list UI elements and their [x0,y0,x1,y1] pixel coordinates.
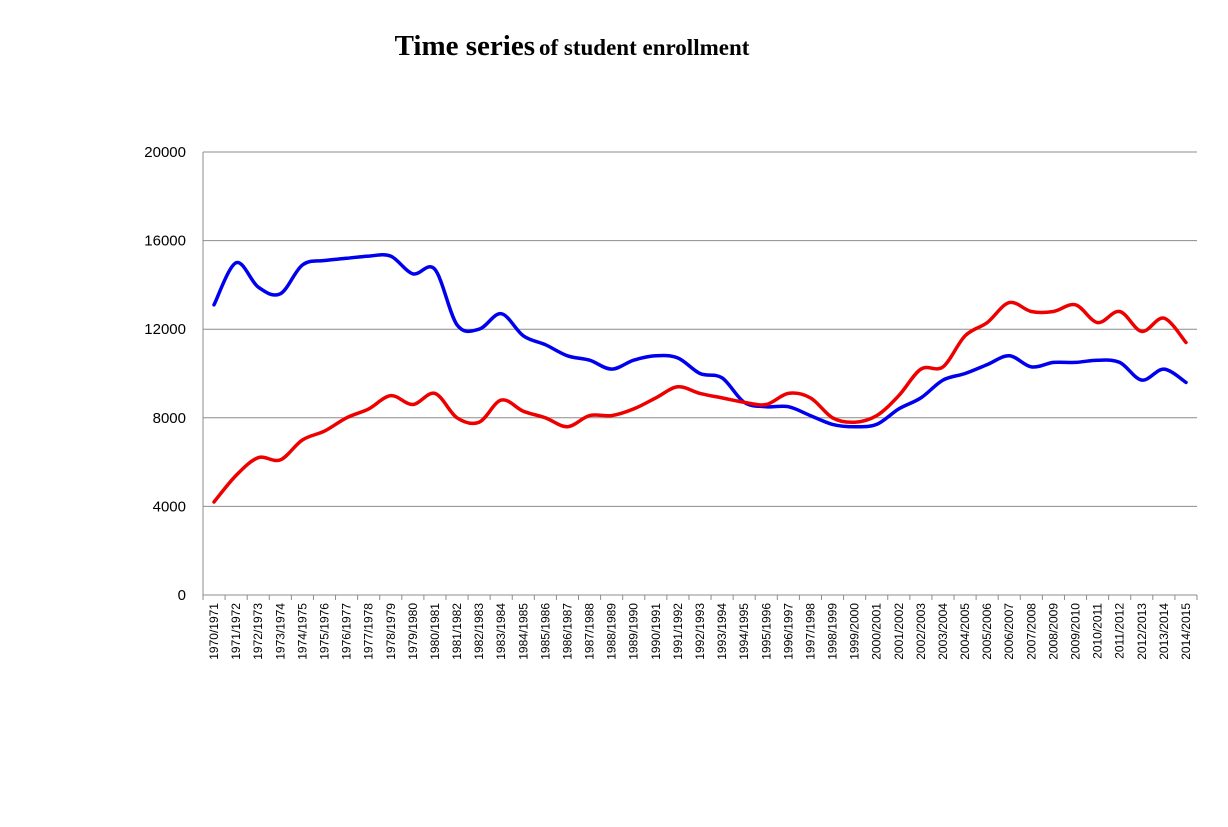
x-tick-label: 1987/1988 [583,603,597,660]
chart-title-main: Time series [394,30,535,62]
gridlines [203,151,1197,507]
chart-title: Time series of student enrollment [0,30,1144,63]
x-tick-label: 2002/2003 [914,603,928,660]
x-tick-label: 1995/1996 [759,603,773,660]
chart-title-sub: of student enrollment [539,35,750,60]
x-tick-label: 1977/1978 [362,603,376,660]
series-lines [212,252,1188,504]
x-tick-labels: 1970/1971 1971/1972 1972/1973 1973/1974 1974… [207,603,1193,660]
x-tick-label: 1976/1977 [340,603,354,660]
x-tick-label: 1985/1986 [538,603,552,660]
x-tick-label: 1984/1985 [516,603,530,660]
x-tick-label: 1991/1992 [671,603,685,660]
x-tick-label: 1989/1990 [627,603,641,660]
x-tick-label: 1975/1976 [317,603,331,660]
y-tick-label: 12000 [144,321,186,338]
x-tick-label: 1970/1971 [207,603,221,660]
x-tick-label: 1994/1995 [737,603,751,660]
x-tick-label: 2010/2011 [1091,603,1105,659]
series-line-red [212,300,1188,504]
x-tick-label: 1986/1987 [560,603,574,660]
x-tick-label: 2007/2008 [1024,603,1038,660]
x-tick-label: 1999/2000 [848,603,862,660]
y-tick-label: 8000 [153,410,186,427]
x-tick-label: 1972/1973 [251,603,265,660]
x-tick-label: 2008/2009 [1046,603,1060,660]
x-tick-label: 1973/1974 [273,603,287,660]
x-tick-label: 1992/1993 [693,603,707,660]
x-tick-label: 2006/2007 [1002,603,1016,660]
axes [202,152,1198,600]
x-tick-label: 1980/1981 [428,603,442,660]
x-tick-label: 2001/2002 [892,603,906,660]
x-tick-label: 2013/2014 [1157,603,1171,660]
x-tick-label: 2009/2010 [1069,603,1083,660]
x-tick-label: 1978/1979 [384,603,398,660]
x-tick-label: 2000/2001 [870,603,884,660]
y-tick-label: 20000 [144,144,186,161]
y-tick-label: 4000 [153,498,186,515]
x-tick-label: 2012/2013 [1135,603,1149,660]
x-tick-label: 2011/2012 [1113,603,1127,659]
x-tick-label: 1988/1989 [605,603,619,660]
x-tick-label: 1998/1999 [826,603,840,660]
y-tick-labels: 0 4000 8000 12000 16000 20000 [144,144,186,604]
x-tick-label: 2004/2005 [958,603,972,660]
x-tick-label: 1990/1991 [649,603,663,660]
x-tick-label: 1983/1984 [494,603,508,660]
x-tick-label: 1971/1972 [229,603,243,660]
x-tick-label: 1981/1982 [450,603,464,660]
x-tick-label: 2005/2006 [980,603,994,660]
x-tick-label: 1974/1975 [295,603,309,660]
y-tick-label: 0 [178,587,186,604]
series-line-blue [212,252,1188,429]
x-tick-label: 1982/1983 [472,603,486,660]
y-tick-label: 16000 [144,233,186,250]
x-tick-label: 1996/1997 [781,603,795,660]
x-tick-label: 2014/2015 [1179,603,1193,660]
x-tick-label: 1979/1980 [406,603,420,660]
x-tick-label: 1993/1994 [715,603,729,660]
x-tick-label: 1997/1998 [803,603,817,660]
x-tick-label: 2003/2004 [936,603,950,660]
